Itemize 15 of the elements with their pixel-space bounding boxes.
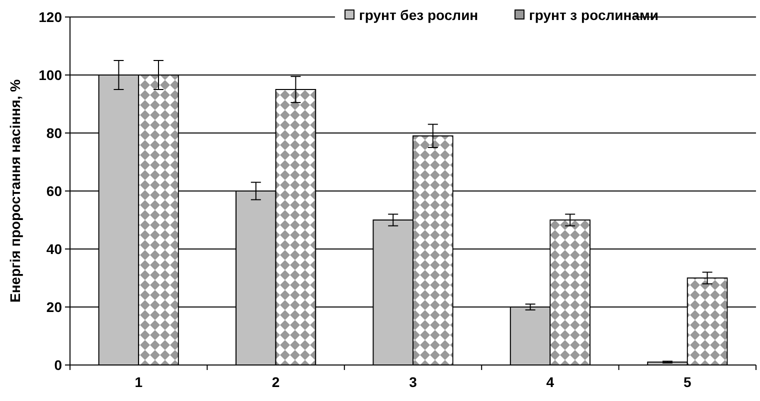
legend-label: грунт без рослин (359, 6, 478, 23)
legend-label: грунт з рослинами (529, 6, 658, 23)
x-tick-label: 2 (272, 374, 280, 390)
y-tick-label: 80 (46, 124, 62, 141)
y-tick-label: 100 (38, 66, 62, 83)
y-tick-label: 20 (46, 298, 62, 315)
x-tick-label: 3 (409, 374, 418, 390)
x-tick-label: 4 (546, 374, 554, 390)
y-axis-title: Енергія проростання насіння, % (7, 78, 23, 303)
y-tick-label: 120 (38, 8, 62, 25)
y-tick-label: 0 (54, 356, 62, 373)
y-tick-label: 40 (46, 240, 62, 257)
x-tick-label: 5 (684, 374, 692, 390)
x-tick-label: 1 (134, 374, 143, 390)
y-tick-label: 60 (46, 182, 62, 199)
